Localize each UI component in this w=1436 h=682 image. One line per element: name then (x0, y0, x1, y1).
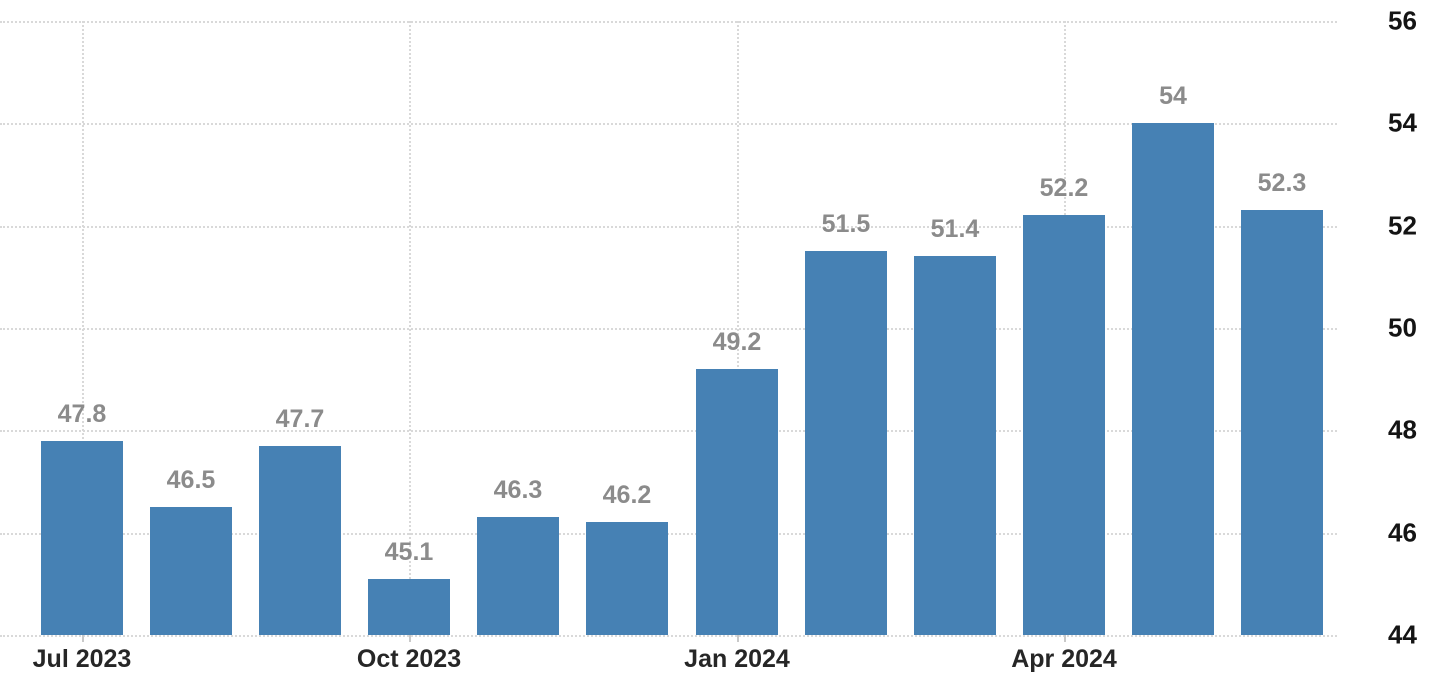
bar (586, 522, 668, 635)
h-gridline (0, 328, 1337, 330)
bar-value-label: 45.1 (384, 538, 434, 566)
h-gridline (0, 21, 1337, 23)
bar-value-label: 47.7 (275, 405, 325, 433)
y-axis-tick-label: 56 (1388, 5, 1417, 36)
bar (696, 369, 778, 635)
bar (41, 441, 123, 635)
v-gridline (82, 21, 84, 635)
bar (914, 256, 996, 635)
bar-value-label: 54 (1159, 82, 1187, 110)
bar (259, 446, 341, 635)
x-axis-tick (409, 635, 411, 642)
h-gridline (0, 430, 1337, 432)
v-gridline (409, 21, 411, 635)
h-gridline (0, 635, 1337, 637)
y-axis-tick-label: 44 (1388, 619, 1417, 650)
v-gridline (737, 21, 739, 635)
bar (368, 579, 450, 635)
y-axis-tick-label: 48 (1388, 414, 1417, 445)
h-gridline (0, 226, 1337, 228)
bar (477, 517, 559, 635)
x-axis-tick (82, 635, 84, 642)
x-axis-tick-label: Jul 2023 (32, 645, 132, 673)
bar-value-label: 52.2 (1039, 174, 1089, 202)
bar (1023, 215, 1105, 635)
bar-value-label: 52.3 (1257, 169, 1307, 197)
bar-value-label: 46.3 (493, 476, 543, 504)
x-axis-tick (737, 635, 739, 642)
bar-value-label: 49.2 (712, 328, 762, 356)
bar (150, 507, 232, 635)
x-axis-tick-label: Jan 2024 (684, 645, 790, 673)
bar-value-label: 51.4 (930, 215, 980, 243)
y-axis-tick-label: 52 (1388, 210, 1417, 241)
x-axis-tick-label: Oct 2023 (356, 645, 462, 673)
x-axis-tick (1064, 635, 1066, 642)
bar (1241, 210, 1323, 635)
x-axis-tick-label: Apr 2024 (1011, 645, 1117, 673)
bar-value-label: 47.8 (57, 400, 107, 428)
bar-value-label: 51.5 (821, 210, 871, 238)
bar (1132, 123, 1214, 635)
h-gridline (0, 123, 1337, 125)
bar (805, 251, 887, 635)
h-gridline (0, 533, 1337, 535)
bar-value-label: 46.5 (166, 466, 216, 494)
y-axis-tick-label: 46 (1388, 517, 1417, 548)
y-axis-tick-label: 54 (1388, 107, 1417, 138)
bar-value-label: 46.2 (602, 481, 652, 509)
y-axis-tick-label: 50 (1388, 312, 1417, 343)
